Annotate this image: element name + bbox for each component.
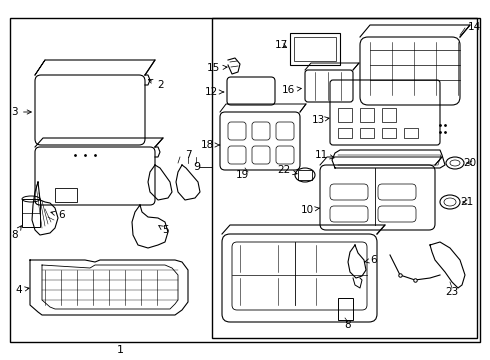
Text: 16: 16 xyxy=(282,85,301,95)
Text: 18: 18 xyxy=(201,140,220,150)
Text: 4: 4 xyxy=(15,285,29,295)
Text: 3: 3 xyxy=(11,107,31,117)
Text: 5: 5 xyxy=(159,225,169,235)
Bar xyxy=(212,18,477,338)
Text: 20: 20 xyxy=(463,158,476,168)
Text: 21: 21 xyxy=(460,197,473,207)
Text: 8: 8 xyxy=(344,320,351,330)
Bar xyxy=(404,128,418,138)
Text: 11: 11 xyxy=(315,150,334,160)
Bar xyxy=(338,128,352,138)
Text: 1: 1 xyxy=(117,345,123,355)
Bar xyxy=(382,108,396,122)
Text: 6: 6 xyxy=(51,210,65,220)
Text: 8: 8 xyxy=(11,226,22,240)
Text: 14: 14 xyxy=(468,22,481,32)
Bar xyxy=(298,170,312,180)
Bar xyxy=(338,298,353,320)
Bar xyxy=(338,108,352,122)
Bar xyxy=(294,37,336,61)
Text: 23: 23 xyxy=(445,287,459,297)
Bar xyxy=(22,199,40,227)
Text: 10: 10 xyxy=(301,205,319,215)
Text: 9: 9 xyxy=(194,162,200,172)
Bar xyxy=(55,188,77,202)
Bar xyxy=(360,128,374,138)
Text: 13: 13 xyxy=(312,115,329,125)
Text: 7: 7 xyxy=(185,150,191,160)
Text: 15: 15 xyxy=(207,63,227,73)
Bar xyxy=(360,108,374,122)
Text: 12: 12 xyxy=(205,87,223,97)
Text: 19: 19 xyxy=(235,170,248,180)
Bar xyxy=(382,128,396,138)
Bar xyxy=(290,33,340,65)
Text: 2: 2 xyxy=(148,80,164,90)
Text: 17: 17 xyxy=(275,40,288,50)
Text: 22: 22 xyxy=(277,165,297,175)
Text: 6: 6 xyxy=(365,255,377,265)
